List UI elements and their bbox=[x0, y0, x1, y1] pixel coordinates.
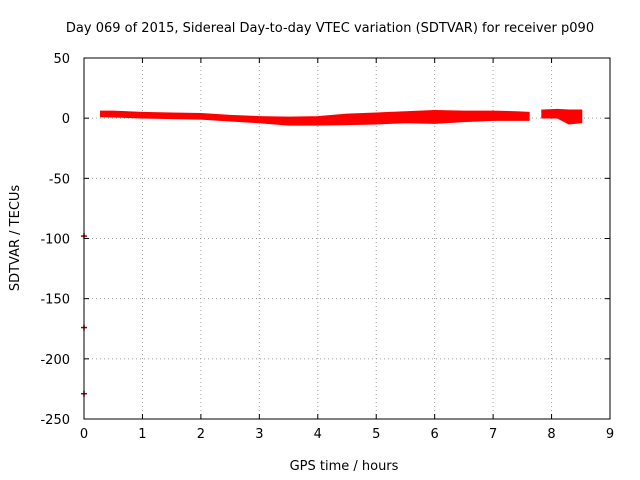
sdtvar-band bbox=[100, 110, 530, 126]
x-tick-label: 5 bbox=[372, 427, 380, 442]
y-tick-label: -250 bbox=[40, 413, 70, 428]
y-tick-label: 50 bbox=[53, 52, 70, 67]
y-tick-label: -100 bbox=[40, 233, 70, 248]
x-tick-label: 8 bbox=[547, 427, 555, 442]
x-tick-label: 9 bbox=[606, 427, 614, 442]
data-layer bbox=[81, 108, 583, 397]
x-tick-label: 1 bbox=[138, 427, 146, 442]
x-tick-label: 6 bbox=[431, 427, 439, 442]
y-tick-label: -150 bbox=[40, 293, 70, 308]
axis-layer: 0 1 2 3 4 5 6 7 8 9 50 0 -50 -100 -150 -200 -250 bbox=[40, 52, 614, 442]
x-tick-label: 4 bbox=[314, 427, 322, 442]
y-tick-label: -200 bbox=[40, 353, 70, 368]
y-tick-label: 0 bbox=[62, 112, 70, 127]
y-axis-label: SDTVAR / TECUs bbox=[8, 185, 23, 292]
sdtvar-band-late bbox=[541, 108, 583, 125]
chart-title: Day 069 of 2015, Sidereal Day-to-day VTE… bbox=[66, 21, 594, 36]
x-tick-label: 0 bbox=[80, 427, 88, 442]
y-tick-label: -50 bbox=[49, 172, 70, 187]
x-axis-label: GPS time / hours bbox=[290, 459, 399, 474]
x-tick-label: 3 bbox=[255, 427, 263, 442]
x-tick-label: 2 bbox=[197, 427, 205, 442]
x-tick-label: 7 bbox=[489, 427, 497, 442]
